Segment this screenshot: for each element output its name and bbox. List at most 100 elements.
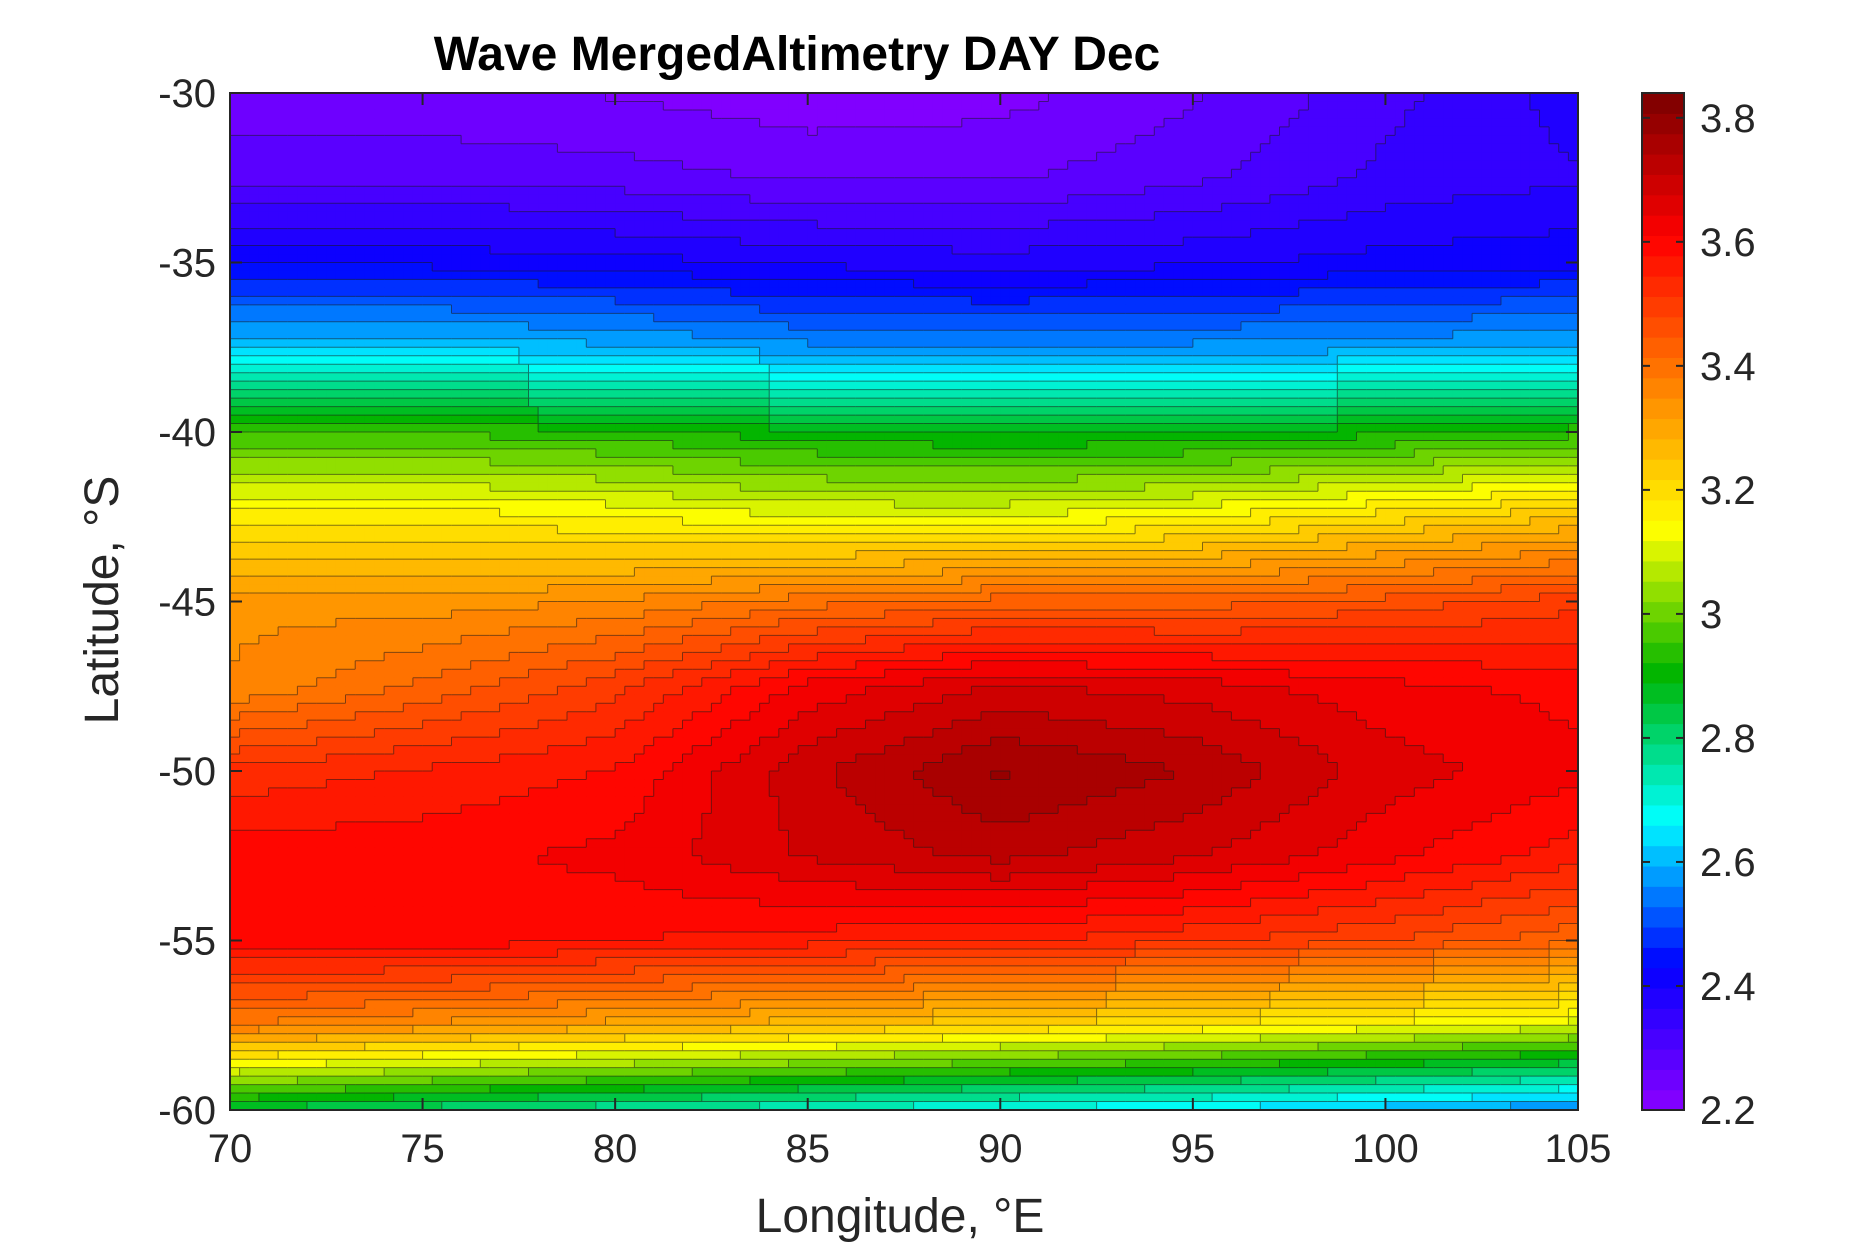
contour-cell bbox=[1318, 279, 1329, 289]
contour-cell bbox=[807, 347, 818, 357]
contour-cell bbox=[1260, 254, 1271, 264]
contour-cell bbox=[586, 330, 597, 340]
contour-cell bbox=[875, 152, 886, 162]
contour-cell bbox=[1385, 109, 1396, 120]
contour-cell bbox=[518, 372, 530, 382]
contour-cell bbox=[1327, 203, 1338, 213]
contour-cell bbox=[1135, 254, 1146, 264]
contour-cell bbox=[778, 355, 790, 365]
contour-cell bbox=[518, 347, 530, 357]
contour-cell bbox=[672, 126, 684, 136]
contour-cell bbox=[1096, 355, 1107, 365]
contour-cell bbox=[278, 313, 289, 323]
contour-cell bbox=[1019, 245, 1030, 255]
contour-cell bbox=[509, 313, 520, 323]
contour-cell bbox=[884, 186, 895, 196]
contour-cell bbox=[778, 313, 790, 323]
contour-cell bbox=[412, 126, 424, 136]
contour-cell bbox=[730, 245, 741, 255]
contour-cell bbox=[345, 126, 356, 136]
contour-cell bbox=[807, 160, 818, 170]
contour-cell bbox=[624, 330, 635, 340]
contour-cell bbox=[403, 186, 414, 196]
contour-cell bbox=[1375, 313, 1387, 323]
contour-cell bbox=[672, 279, 684, 289]
contour-cell bbox=[672, 381, 684, 391]
contour-cell bbox=[1163, 330, 1175, 340]
contour-cell bbox=[1443, 203, 1454, 213]
contour-cell bbox=[846, 101, 857, 111]
contour-cell bbox=[316, 245, 327, 255]
contour-cell bbox=[278, 160, 289, 170]
contour-cell bbox=[1086, 389, 1098, 399]
contour-cell bbox=[1038, 186, 1050, 196]
contour-cell bbox=[1125, 245, 1136, 255]
contour-cell bbox=[634, 296, 645, 306]
contour-cell bbox=[1452, 93, 1464, 103]
contour-cell bbox=[701, 118, 713, 128]
contour-cell bbox=[1529, 347, 1541, 357]
contour-cell bbox=[422, 270, 433, 281]
contour-cell bbox=[855, 347, 867, 357]
contour-cell bbox=[1096, 347, 1107, 357]
contour-cell bbox=[1163, 287, 1175, 297]
contour-cell bbox=[393, 313, 404, 323]
contour-cell bbox=[1366, 220, 1377, 230]
contour-cell bbox=[316, 143, 327, 153]
contour-cell bbox=[1433, 296, 1444, 306]
contour-cell bbox=[730, 220, 741, 230]
contour-cell bbox=[942, 381, 953, 391]
contour-cell bbox=[855, 169, 867, 179]
contour-cell bbox=[1048, 287, 1059, 297]
contour-cell bbox=[1241, 338, 1252, 348]
contour-cell bbox=[1481, 101, 1492, 111]
contour-cell bbox=[297, 330, 308, 340]
contour-cell bbox=[576, 169, 587, 179]
contour-cell bbox=[1019, 287, 1030, 297]
contour-cell bbox=[230, 304, 241, 314]
contour-cell bbox=[557, 355, 568, 365]
contour-cell bbox=[1241, 279, 1252, 289]
contour-cell bbox=[644, 177, 655, 187]
contour-cell bbox=[990, 143, 1001, 153]
contour-cell bbox=[923, 93, 934, 103]
contour-cell bbox=[1260, 364, 1271, 374]
contour-cell bbox=[1481, 118, 1492, 128]
contour-cell bbox=[586, 262, 597, 272]
contour-cell bbox=[1009, 338, 1021, 348]
contour-cell bbox=[538, 126, 549, 136]
contour-cell bbox=[730, 347, 741, 357]
contour-cell bbox=[1472, 355, 1483, 365]
contour-cell bbox=[374, 279, 385, 289]
contour-cell bbox=[326, 118, 337, 128]
contour-cell bbox=[1125, 186, 1136, 196]
contour-cell bbox=[971, 169, 982, 179]
contour-cell bbox=[1048, 152, 1059, 162]
contour-cell bbox=[990, 101, 1001, 111]
contour-cell bbox=[230, 177, 241, 187]
contour-cell bbox=[672, 101, 684, 111]
contour-cell bbox=[778, 381, 790, 391]
contour-cell bbox=[692, 228, 703, 238]
contour-cell bbox=[634, 135, 645, 145]
contour-cell bbox=[1549, 211, 1560, 221]
contour-cell bbox=[624, 245, 635, 255]
contour-cell bbox=[672, 220, 684, 230]
contour-cell bbox=[412, 177, 424, 187]
contour-cell bbox=[904, 372, 915, 382]
contour-cell bbox=[846, 194, 857, 204]
contour-cell bbox=[326, 169, 337, 179]
contour-cell bbox=[1048, 126, 1059, 136]
contour-cell bbox=[1510, 313, 1521, 323]
contour-cell bbox=[547, 321, 558, 331]
contour-cell bbox=[1029, 330, 1040, 340]
contour-cell bbox=[1212, 211, 1223, 221]
contour-cell bbox=[1212, 254, 1223, 264]
contour-cell bbox=[904, 279, 915, 289]
contour-cell bbox=[1472, 109, 1483, 120]
contour-cell bbox=[1433, 93, 1444, 103]
contour-cell bbox=[961, 220, 972, 230]
contour-cell bbox=[798, 279, 809, 289]
contour-cell bbox=[1029, 160, 1040, 170]
contour-cell bbox=[1366, 152, 1377, 162]
